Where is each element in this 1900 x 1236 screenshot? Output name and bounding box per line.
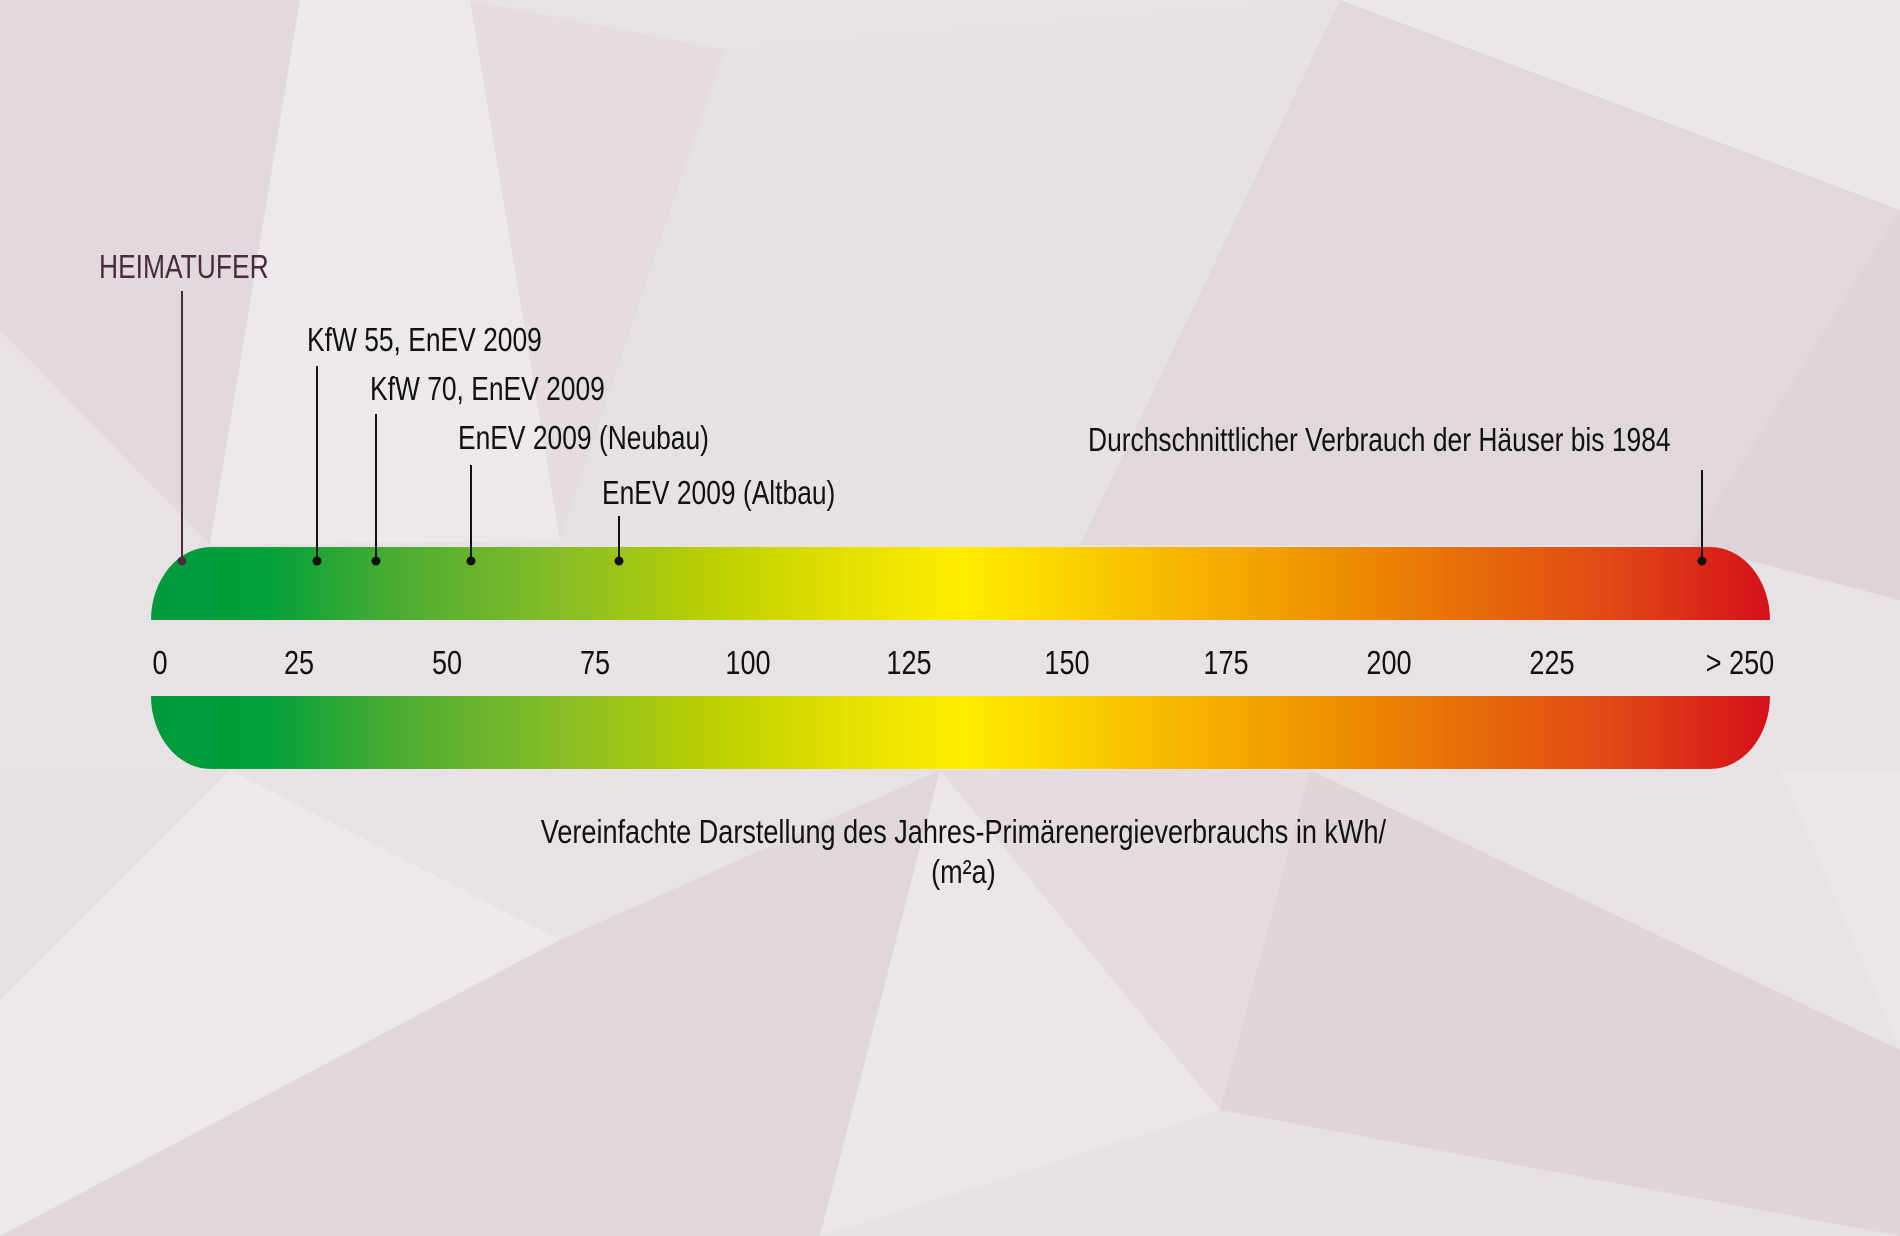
axis-caption: Vereinfachte Darstellung des Jahres-Prim… xyxy=(0,812,1900,892)
marker-label: HEIMATUFER xyxy=(99,248,269,285)
tick-label: 100 xyxy=(725,644,771,681)
marker-label: EnEV 2009 (Neubau) xyxy=(458,419,709,456)
marker-label: EnEV 2009 (Altbau) xyxy=(602,474,836,511)
tick-label: 0 xyxy=(152,644,168,681)
marker-dot xyxy=(1697,556,1707,566)
marker-label: Durchschnittlicher Verbrauch der Häuser … xyxy=(1088,421,1671,458)
marker-dot xyxy=(466,556,476,566)
marker-leader-line xyxy=(181,291,184,561)
marker-leader-line xyxy=(469,465,472,561)
marker-dot xyxy=(312,556,322,566)
tick-label: > 250 xyxy=(1705,644,1775,681)
marker-leader-line xyxy=(374,414,377,561)
marker-label: KfW 55, EnEV 2009 xyxy=(307,321,542,358)
tick-label: 125 xyxy=(886,644,932,681)
marker-dot xyxy=(371,556,381,566)
tick-label: 50 xyxy=(431,644,463,681)
tick-label: 75 xyxy=(579,644,611,681)
tick-label: 200 xyxy=(1366,644,1412,681)
energy-scale-bar-bottom xyxy=(151,696,1770,769)
caption-line-1: Vereinfachte Darstellung des Jahres-Prim… xyxy=(540,813,1386,850)
marker-dot xyxy=(177,556,187,566)
caption-line-2: (m²a) xyxy=(930,853,996,890)
energy-scale-bar-top xyxy=(151,547,1770,620)
marker-label: KfW 70, EnEV 2009 xyxy=(370,370,605,407)
tick-label: 225 xyxy=(1529,644,1575,681)
marker-leader-line xyxy=(618,516,621,561)
marker-leader-line xyxy=(315,366,318,561)
tick-label: 150 xyxy=(1044,644,1090,681)
tick-label: 25 xyxy=(283,644,315,681)
marker-leader-line xyxy=(1701,470,1704,561)
tick-label: 175 xyxy=(1203,644,1249,681)
marker-dot xyxy=(614,556,624,566)
